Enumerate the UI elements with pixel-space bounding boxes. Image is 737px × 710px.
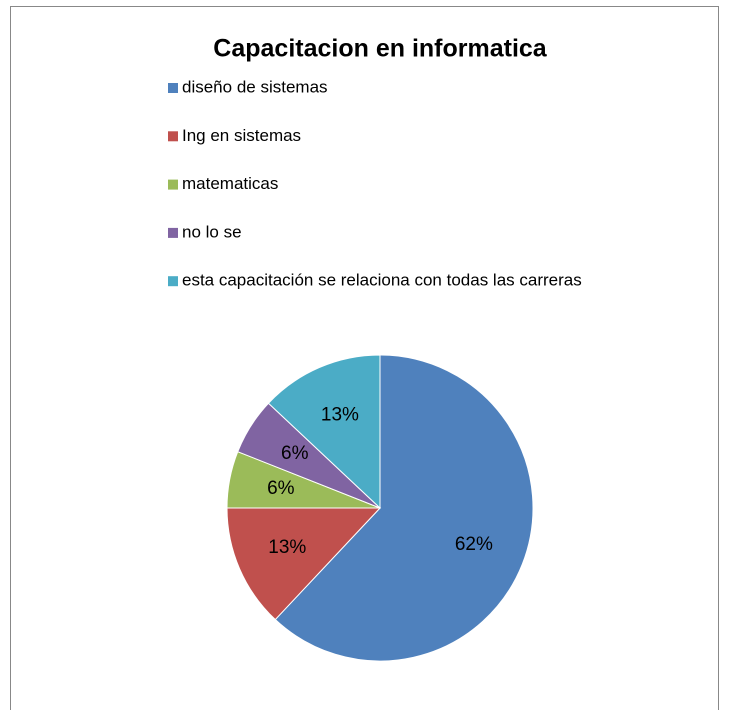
pie-slice (226, 507, 382, 621)
data-label: 62% (455, 534, 493, 555)
data-label: 13% (321, 404, 359, 425)
pie-slice (267, 354, 381, 510)
data-label: 6% (267, 478, 295, 499)
data-label: 13% (268, 537, 306, 558)
legend-swatch (168, 83, 178, 93)
legend-swatch (168, 131, 178, 142)
legend-label: diseño de sistemas (182, 77, 328, 96)
pie-slice (274, 354, 534, 662)
legend-label: matematicas (182, 174, 278, 193)
legend-label: esta capacitación se relaciona con todas… (182, 271, 582, 290)
data-label: 6% (281, 443, 309, 464)
legend-swatch (168, 179, 178, 190)
legend-swatch (168, 276, 178, 287)
legend-swatch (168, 227, 178, 238)
legend-label: no lo se (182, 222, 242, 241)
chart-title: Capacitacion en informatica (213, 35, 548, 63)
legend-label: Ing en sistemas (182, 126, 301, 145)
